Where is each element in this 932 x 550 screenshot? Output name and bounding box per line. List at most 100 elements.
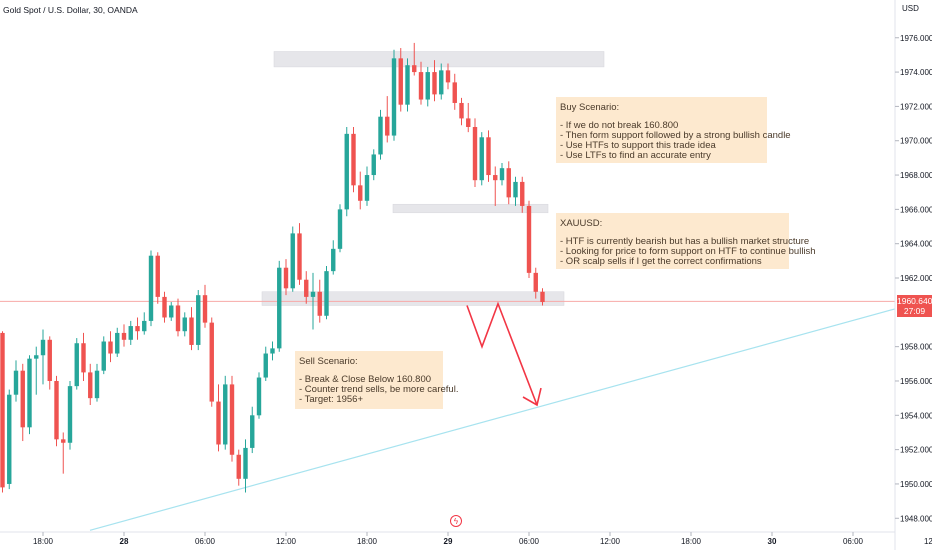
note-line: - Use LTFs to find an accurate entry [560,150,711,161]
note-line: - HTF is currently bearish but has a bul… [560,236,810,247]
note-title: Sell Scenario: [299,356,358,367]
candle-body [108,341,113,354]
candle-body [182,317,187,332]
mid-zone [392,203,549,214]
price-tick-label: 1958.000 [900,343,932,352]
candle-body [7,394,12,484]
candle-body [47,339,52,381]
candle-body [459,102,464,119]
candle-body [142,320,147,332]
note-line: - OR scalp sells if I get the correct co… [560,256,762,267]
current-price-label: 1960.640 27:09 [897,295,932,317]
candle-body [236,454,241,479]
time-tick-label: 12:00 [924,537,932,546]
candle-body [81,343,86,373]
candles [0,42,545,493]
time-tick-label: 28 [120,537,129,546]
price-tick-label: 1952.000 [900,446,932,455]
candle-body [304,279,309,297]
candle-body [34,355,39,359]
price-tick-label: 1956.000 [900,377,932,386]
candle-body [493,175,498,181]
candle-body [277,267,282,349]
candle-body [418,72,424,100]
xauusd-note[interactable]: XAUUSD: - HTF is currently bearish but h… [556,213,816,269]
candle-body [263,353,268,378]
time-tick-label: 30 [768,537,777,546]
candle-body [337,209,343,249]
candle-body [540,291,545,303]
note-title: Buy Scenario: [560,102,620,113]
candle-body [27,358,32,428]
currency-label: USD [902,4,919,13]
candle-body [331,248,336,272]
time-tick-label: 12:00 [276,537,297,546]
symbol-title: Gold Spot / U.S. Dollar, 30, OANDA [3,5,138,15]
candle-body [283,267,289,289]
zones [261,51,605,306]
price-tick-label: 1974.000 [900,68,932,77]
candle-body [229,384,235,455]
candle-body [250,415,255,448]
candle-body [310,291,316,297]
candle-body [155,255,160,297]
price-tick-label: 1972.000 [900,102,932,111]
candle-body [533,272,538,292]
price-tick-label: 1948.000 [900,514,932,523]
candle-body [115,332,120,354]
projection-arrowhead [522,387,542,407]
candle-body [385,116,390,136]
candle-body [290,233,295,289]
candle-body [175,305,181,332]
candle-body [351,133,356,186]
candle-body [135,326,140,332]
candle-body [189,317,194,345]
candle-body [121,332,127,340]
time-tick-label: 18:00 [357,537,378,546]
time-tick-label: 29 [444,537,453,546]
price-tick-label: 1968.000 [900,171,932,180]
candle-body [297,233,302,280]
note-line: - Looking for price to form support on H… [560,246,816,257]
candle-body [94,370,100,399]
price-tick-label: 1966.000 [900,205,932,214]
price-tick-label: 1954.000 [900,411,932,420]
candle-body [398,58,403,105]
candle-body [202,295,208,323]
candle-body [452,82,457,103]
candle-body [479,137,484,181]
candle-body [513,181,518,198]
candle-body [405,65,410,105]
current-price: 1960.640 [897,296,932,306]
lightning-icon[interactable]: ϟ [450,515,462,527]
candle-body [432,72,437,95]
price-tick-label: 1976.000 [900,34,932,43]
candle-body [520,181,525,206]
buy-scenario-note[interactable]: Buy Scenario: - If we do not break 160.8… [556,97,791,163]
price-tick-label: 1964.000 [900,240,932,249]
trendline-layer [0,300,896,531]
time-tick-label: 12:00 [600,537,621,546]
time-tick-label: 18:00 [681,537,702,546]
candle-body [256,377,262,416]
candle-body [169,305,174,318]
sell-scenario-note[interactable]: Sell Scenario: - Break & Close Below 160… [295,351,458,409]
time-tick-label: 06:00 [195,537,216,546]
candle-body [40,339,46,356]
candle-body [101,341,106,371]
note-line: - Use HTFs to support this trade idea [560,140,716,151]
time-tick-label: 18:00 [33,537,54,546]
candle-body [472,126,478,181]
candle-body [0,332,5,488]
candle-body [499,168,505,181]
candle-body [20,370,25,428]
projection-layer [466,301,542,407]
time-tick-label: 06:00 [843,537,864,546]
price-tick-label: 1962.000 [900,274,932,283]
projection-path [466,301,538,406]
candle-body [216,401,221,445]
candle-body [54,380,59,440]
candle-body [344,133,349,210]
